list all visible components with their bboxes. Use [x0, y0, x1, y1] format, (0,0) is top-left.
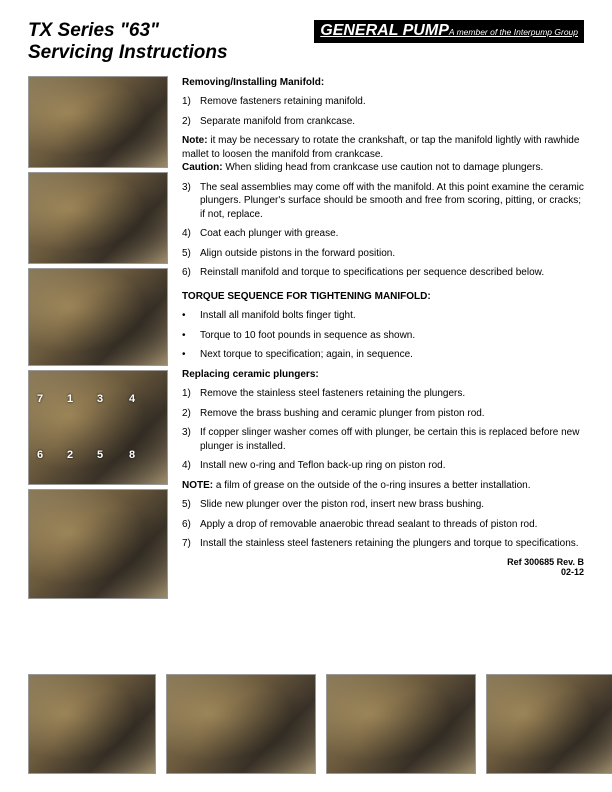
figure-4: 7 1 3 4 2 6 5 8	[28, 370, 168, 485]
caution-text: When sliding head from crankcase use cau…	[223, 162, 544, 173]
torque-number: 8	[129, 449, 135, 461]
step-item: 5)Align outside pistons in the forward p…	[182, 247, 584, 261]
step-item: 4)Install new o-ring and Teflon back-up …	[182, 459, 584, 473]
note-label: Note:	[182, 135, 208, 146]
step-item: 7)Install the stainless steel fasteners …	[182, 537, 584, 551]
figure-3	[28, 268, 168, 366]
figure-1	[28, 76, 168, 168]
torque-bullets: •Install all manifold bolts finger tight…	[182, 309, 584, 362]
step-text: Coat each plunger with grease.	[200, 227, 338, 241]
ref-line1: Ref 300685 Rev. B	[507, 557, 584, 567]
bullet-dot: •	[182, 309, 200, 323]
torque-number: 4	[129, 393, 135, 405]
bullet-text: Next torque to specification; again, in …	[200, 348, 413, 362]
bullet-text: Install all manifold bolts finger tight.	[200, 309, 356, 323]
ref-block: Ref 300685 Rev. B 02-12	[182, 557, 584, 579]
step-item: 5)Slide new plunger over the piston rod,…	[182, 498, 584, 512]
manifold-steps-b: 3)The seal assemblies may come off with …	[182, 181, 584, 280]
step-item: 3)If copper slinger washer comes off wit…	[182, 426, 584, 453]
bottom-image-row	[28, 674, 612, 774]
step-item: 3)The seal assemblies may come off with …	[182, 181, 584, 222]
step-text: Align outside pistons in the forward pos…	[200, 247, 395, 261]
step-item: 4)Coat each plunger with grease.	[182, 227, 584, 241]
torque-number: 5	[97, 449, 103, 461]
step-item: 2)Remove the brass bushing and ceramic p…	[182, 407, 584, 421]
note-text: it may be necessary to rotate the cranks…	[182, 135, 579, 160]
step-text: Install new o-ring and Teflon back-up ri…	[200, 459, 446, 473]
step-item: 1)Remove fasteners retaining manifold.	[182, 95, 584, 109]
title-line2: Servicing Instructions	[28, 42, 228, 63]
step-number: 3)	[182, 181, 200, 222]
step-number: 5)	[182, 498, 200, 512]
torque-number: 3	[97, 393, 103, 405]
logo-bar: GENERAL PUMPA member of the Interpump Gr…	[314, 20, 584, 43]
step-text: Install the stainless steel fasteners re…	[200, 537, 579, 551]
step-text: Reinstall manifold and torque to specifi…	[200, 266, 544, 280]
caution-label: Caution:	[182, 162, 223, 173]
torque-number: 2	[67, 449, 73, 461]
bottom-figure-3	[326, 674, 476, 774]
figure-2	[28, 172, 168, 264]
bullet-dot: •	[182, 348, 200, 362]
step-number: 6)	[182, 518, 200, 532]
section-head-plunger: Replacing ceramic plungers:	[182, 368, 584, 382]
section-head-torque: TORQUE SEQUENCE FOR TIGHTENING MANIFOLD:	[182, 290, 584, 304]
step-number: 7)	[182, 537, 200, 551]
step-item: 2)Separate manifold from crankcase.	[182, 115, 584, 129]
step-text: The seal assemblies may come off with th…	[200, 181, 584, 222]
step-text: Separate manifold from crankcase.	[200, 115, 355, 129]
step-number: 4)	[182, 459, 200, 473]
page-title: TX Series "63" Servicing Instructions	[28, 20, 228, 64]
note-block: Note: it may be necessary to rotate the …	[182, 134, 584, 175]
step-item: 6)Apply a drop of removable anaerobic th…	[182, 518, 584, 532]
step-text: Apply a drop of removable anaerobic thre…	[200, 518, 537, 532]
step-number: 4)	[182, 227, 200, 241]
torque-number: 6	[37, 449, 43, 461]
section-head-manifold: Removing/Installing Manifold:	[182, 76, 584, 90]
step-text: Remove the brass bushing and ceramic plu…	[200, 407, 485, 421]
figure-5	[28, 489, 168, 599]
title-line1: TX Series "63"	[28, 20, 159, 41]
text-column: Removing/Installing Manifold: 1)Remove f…	[182, 76, 584, 599]
bottom-figure-4	[486, 674, 612, 774]
step-number: 5)	[182, 247, 200, 261]
content: 7 1 3 4 2 6 5 8 Removing/Installing Manifold: 1…	[28, 76, 584, 599]
bottom-figure-2	[166, 674, 316, 774]
torque-number: 7	[37, 393, 43, 405]
image-column: 7 1 3 4 2 6 5 8	[28, 76, 168, 599]
step-number: 3)	[182, 426, 200, 453]
step-number: 1)	[182, 387, 200, 401]
step-item: 1)Remove the stainless steel fasteners r…	[182, 387, 584, 401]
bullet-text: Torque to 10 foot pounds in sequence as …	[200, 329, 415, 343]
step-text: Remove fasteners retaining manifold.	[200, 95, 366, 109]
note2-text: a film of grease on the outside of the o…	[213, 480, 530, 491]
step-text: If copper slinger washer comes off with …	[200, 426, 584, 453]
bullet-item: •Next torque to specification; again, in…	[182, 348, 584, 362]
manifold-steps-a: 1)Remove fasteners retaining manifold.2)…	[182, 95, 584, 128]
step-number: 2)	[182, 407, 200, 421]
torque-number: 1	[67, 393, 73, 405]
step-text: Slide new plunger over the piston rod, i…	[200, 498, 484, 512]
bullet-item: •Torque to 10 foot pounds in sequence as…	[182, 329, 584, 343]
note2-block: NOTE: a film of grease on the outside of…	[182, 479, 584, 493]
step-number: 2)	[182, 115, 200, 129]
bullet-item: •Install all manifold bolts finger tight…	[182, 309, 584, 323]
step-number: 6)	[182, 266, 200, 280]
bullet-dot: •	[182, 329, 200, 343]
plunger-steps-a: 1)Remove the stainless steel fasteners r…	[182, 387, 584, 473]
ref-line2: 02-12	[561, 567, 584, 577]
header: TX Series "63" Servicing Instructions GE…	[28, 20, 584, 64]
note2-label: NOTE:	[182, 480, 213, 491]
logo-main: GENERAL PUMP	[320, 22, 449, 39]
step-number: 1)	[182, 95, 200, 109]
step-text: Remove the stainless steel fasteners ret…	[200, 387, 465, 401]
plunger-steps-b: 5)Slide new plunger over the piston rod,…	[182, 498, 584, 551]
bottom-figure-1	[28, 674, 156, 774]
step-item: 6)Reinstall manifold and torque to speci…	[182, 266, 584, 280]
logo-sub: A member of the Interpump Group	[449, 27, 578, 37]
